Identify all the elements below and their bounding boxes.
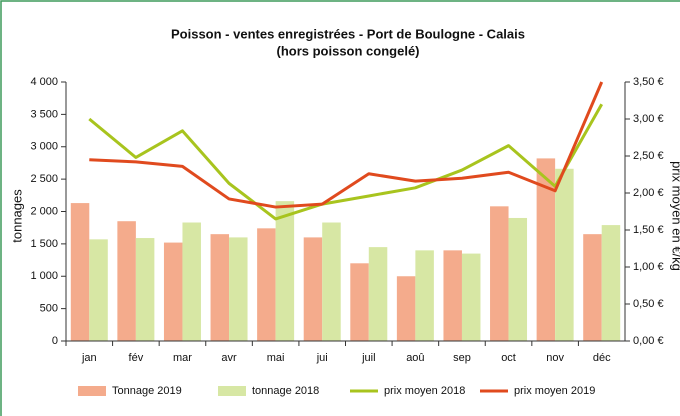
chart-title: Poisson - ventes enregistrées - Port de … xyxy=(171,26,525,41)
bar xyxy=(135,238,155,341)
bar xyxy=(89,239,108,341)
bar xyxy=(490,206,509,341)
bar xyxy=(210,234,230,341)
y-tick-label: 500 xyxy=(40,303,58,315)
x-tick-label: mai xyxy=(267,352,285,364)
y2-tick-label: 2,00 € xyxy=(633,187,664,199)
y-tick-label: 4 000 xyxy=(30,76,58,88)
bar xyxy=(229,237,248,341)
legend-label: tonnage 2018 xyxy=(252,385,319,397)
y2-tick-label: 1,00 € xyxy=(633,261,664,273)
y2-tick-label: 3,50 € xyxy=(633,76,664,88)
bar xyxy=(117,221,136,341)
y2-tick-label: 0,50 € xyxy=(633,298,664,310)
legend-swatch xyxy=(218,386,246,396)
y-tick-label: 3 500 xyxy=(30,108,58,120)
bar xyxy=(396,276,416,341)
bar xyxy=(182,222,201,341)
y2-tick-label: 3,00 € xyxy=(633,113,664,125)
x-tick-label: aoû xyxy=(406,352,424,364)
bar xyxy=(443,250,462,341)
bar xyxy=(536,158,556,341)
bar xyxy=(70,203,90,341)
x-tick-label: nov xyxy=(546,352,564,364)
bar xyxy=(257,228,276,341)
x-tick-label: sep xyxy=(453,352,471,364)
y-tick-label: 2 500 xyxy=(30,173,58,185)
y2-axis-label: prix moyen en €/kg xyxy=(670,161,680,271)
chart-subtitle: (hors poisson congelé) xyxy=(276,43,419,58)
x-tick-label: jan xyxy=(81,352,97,364)
x-tick-label: avr xyxy=(221,352,237,364)
line xyxy=(88,103,604,221)
line xyxy=(89,81,604,209)
bar xyxy=(555,168,574,341)
legend-label: prix moyen 2019 xyxy=(514,385,595,397)
y-tick-label: 2 000 xyxy=(30,205,58,217)
bar xyxy=(350,263,369,341)
bar xyxy=(368,247,388,341)
x-tick-label: jui xyxy=(316,352,328,364)
bar xyxy=(583,234,602,341)
y-tick-label: 1 500 xyxy=(30,238,58,250)
y-axis-label: tonnages xyxy=(9,189,24,243)
y-tick-label: 1 000 xyxy=(30,270,58,282)
bar xyxy=(461,253,481,341)
x-tick-label: fév xyxy=(129,352,144,364)
x-tick-label: juil xyxy=(361,352,375,364)
legend-swatch xyxy=(78,386,106,396)
bar xyxy=(415,250,434,341)
legend-label: Tonnage 2019 xyxy=(112,385,182,397)
y2-tick-label: 2,50 € xyxy=(633,150,664,162)
bar xyxy=(303,237,323,341)
bar xyxy=(163,242,183,341)
y-tick-label: 0 xyxy=(52,335,58,347)
y-tick-label: 3 000 xyxy=(30,141,58,153)
bar xyxy=(322,222,341,341)
legend-label: prix moyen 2018 xyxy=(384,385,465,397)
y2-tick-label: 0,00 € xyxy=(633,335,664,347)
x-tick-label: oct xyxy=(501,352,516,364)
y2-tick-label: 1,50 € xyxy=(633,224,664,236)
x-tick-label: déc xyxy=(593,352,611,364)
bar xyxy=(508,217,528,341)
x-tick-label: mar xyxy=(173,352,192,364)
bar xyxy=(601,225,621,341)
bar xyxy=(275,201,295,341)
